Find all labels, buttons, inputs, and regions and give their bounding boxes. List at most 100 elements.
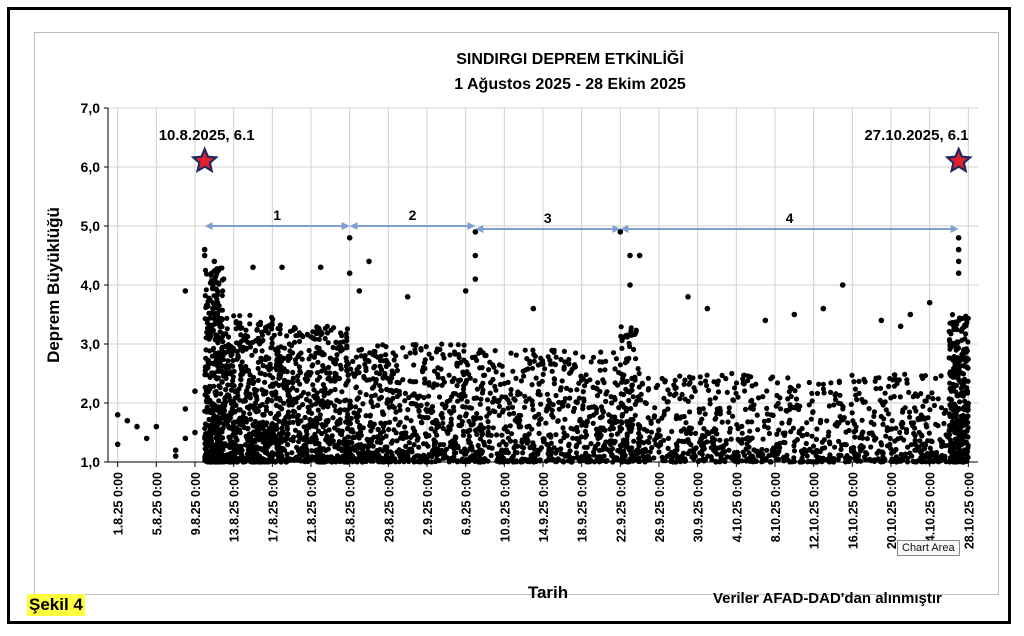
data-point	[279, 264, 285, 271]
data-point	[597, 428, 604, 434]
data-point	[809, 398, 815, 404]
data-point	[702, 411, 708, 417]
data-point	[958, 458, 965, 464]
data-point	[302, 414, 308, 421]
data-point	[410, 425, 416, 431]
data-point	[889, 450, 895, 456]
data-point	[609, 400, 615, 406]
data-point	[677, 396, 683, 402]
data-point	[720, 449, 726, 456]
data-point	[273, 451, 279, 457]
data-point	[472, 252, 479, 259]
data-point	[524, 424, 530, 430]
data-point	[285, 409, 292, 415]
data-point	[344, 326, 350, 332]
data-point	[904, 377, 910, 383]
data-point	[529, 382, 535, 388]
data-point	[343, 363, 349, 369]
data-point	[753, 458, 759, 464]
data-point	[255, 365, 261, 372]
data-point	[391, 357, 397, 363]
data-point	[957, 425, 963, 431]
data-point	[571, 405, 578, 411]
data-point	[792, 388, 798, 394]
data-point	[182, 288, 189, 294]
data-point	[576, 395, 582, 401]
data-point	[353, 354, 359, 360]
data-point	[416, 453, 422, 459]
data-point	[213, 286, 219, 292]
data-point	[290, 419, 296, 425]
data-point	[573, 399, 579, 405]
data-point	[561, 430, 567, 436]
data-point	[330, 415, 336, 421]
data-point	[212, 389, 218, 395]
data-point	[247, 403, 253, 409]
data-point	[719, 372, 725, 378]
data-point	[769, 374, 776, 380]
data-point	[238, 376, 244, 382]
data-point	[647, 434, 653, 440]
data-point	[477, 401, 483, 407]
data-point	[826, 455, 832, 462]
data-point	[899, 419, 905, 425]
data-point	[294, 444, 300, 450]
data-point	[897, 429, 903, 435]
x-tick-label: 9.8.25 0:00	[189, 472, 203, 535]
data-point	[901, 437, 907, 443]
data-point	[788, 393, 794, 400]
data-point	[407, 350, 413, 356]
data-point	[818, 417, 824, 423]
data-point	[565, 458, 572, 464]
data-point	[222, 416, 228, 422]
data-point	[240, 344, 246, 350]
data-point	[828, 380, 834, 386]
data-point	[795, 383, 802, 389]
data-point	[368, 428, 374, 434]
data-point	[920, 414, 927, 421]
data-point	[318, 448, 324, 454]
data-point	[965, 339, 971, 345]
data-point	[699, 451, 705, 457]
data-point	[436, 394, 443, 400]
data-point	[587, 377, 593, 383]
data-point	[713, 458, 719, 464]
data-point	[337, 417, 343, 423]
data-point	[307, 416, 313, 423]
data-point	[571, 455, 577, 461]
data-point	[859, 417, 865, 423]
data-point	[897, 323, 904, 330]
data-point	[757, 450, 763, 456]
data-point	[239, 452, 245, 458]
data-point	[143, 435, 150, 442]
data-point	[919, 448, 925, 454]
x-tick-label: 26.9.25 0:00	[653, 472, 667, 542]
data-point	[673, 452, 680, 458]
data-point	[583, 423, 589, 429]
data-point	[462, 288, 469, 294]
data-point	[293, 360, 299, 367]
data-point	[727, 425, 733, 432]
data-point	[506, 411, 513, 417]
data-point	[618, 400, 624, 406]
data-point	[231, 446, 237, 452]
data-point	[472, 378, 478, 384]
data-point	[315, 407, 321, 413]
data-point	[838, 452, 844, 458]
data-point	[760, 436, 766, 442]
data-point	[490, 425, 496, 431]
data-point	[273, 362, 279, 368]
data-point	[732, 385, 738, 391]
data-point	[264, 399, 270, 405]
data-point	[920, 455, 926, 461]
data-point	[572, 364, 579, 370]
data-point	[456, 393, 462, 399]
data-point	[203, 387, 209, 394]
data-point	[325, 340, 331, 346]
data-point	[762, 317, 769, 324]
data-point	[440, 425, 446, 431]
data-point	[645, 415, 651, 421]
data-point	[319, 330, 325, 336]
data-point	[887, 375, 893, 382]
data-point	[285, 391, 291, 397]
